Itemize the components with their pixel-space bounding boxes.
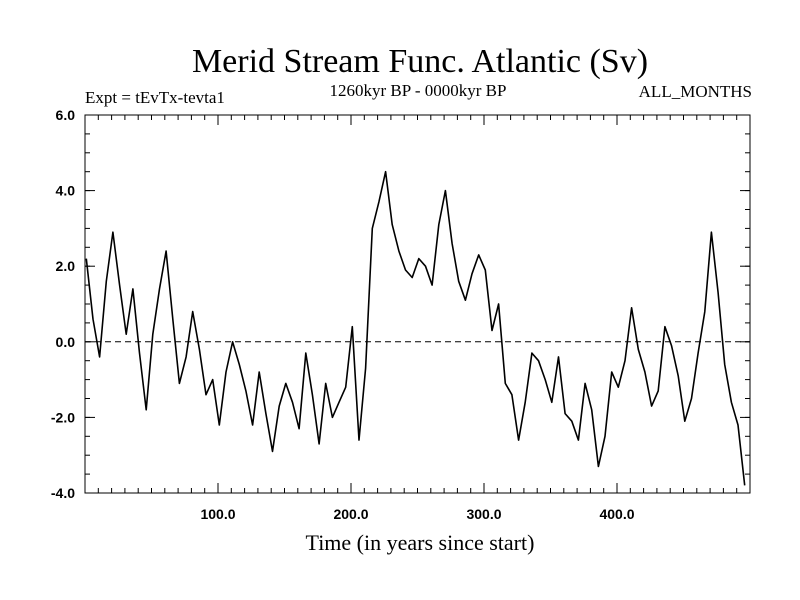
chart-title: Merid Stream Func. Atlantic (Sv) xyxy=(192,43,648,80)
x-axis-label: Time (in years since start) xyxy=(306,530,535,555)
chart-subtitle-period: 1260kyr BP - 0000kyr BP xyxy=(330,81,507,100)
y-tick-label: 4.0 xyxy=(56,183,76,199)
plot-frame xyxy=(84,114,751,494)
series-line xyxy=(85,170,746,486)
x-tick-label: 200.0 xyxy=(333,506,368,522)
y-tick-label: 0.0 xyxy=(56,334,76,350)
y-tick-label: 6.0 xyxy=(56,107,76,123)
x-tick-label: 300.0 xyxy=(466,506,501,522)
y-tick-label: 2.0 xyxy=(56,258,76,274)
y-tick-label: -2.0 xyxy=(51,409,75,425)
y-axis-ticks: -4.0 -2.0 0.0 2.0 4.0 6.0 xyxy=(51,107,750,501)
x-tick-label: 100.0 xyxy=(200,506,235,522)
chart-subtitle-experiment: Expt = tEvTx-tevta1 xyxy=(85,88,225,107)
y-tick-label: -4.0 xyxy=(51,485,75,501)
x-tick-label: 400.0 xyxy=(599,506,634,522)
x-axis-ticks: 100.0 200.0 300.0 400.0 xyxy=(97,115,738,522)
chart-subtitle-months: ALL_MONTHS xyxy=(639,82,752,101)
